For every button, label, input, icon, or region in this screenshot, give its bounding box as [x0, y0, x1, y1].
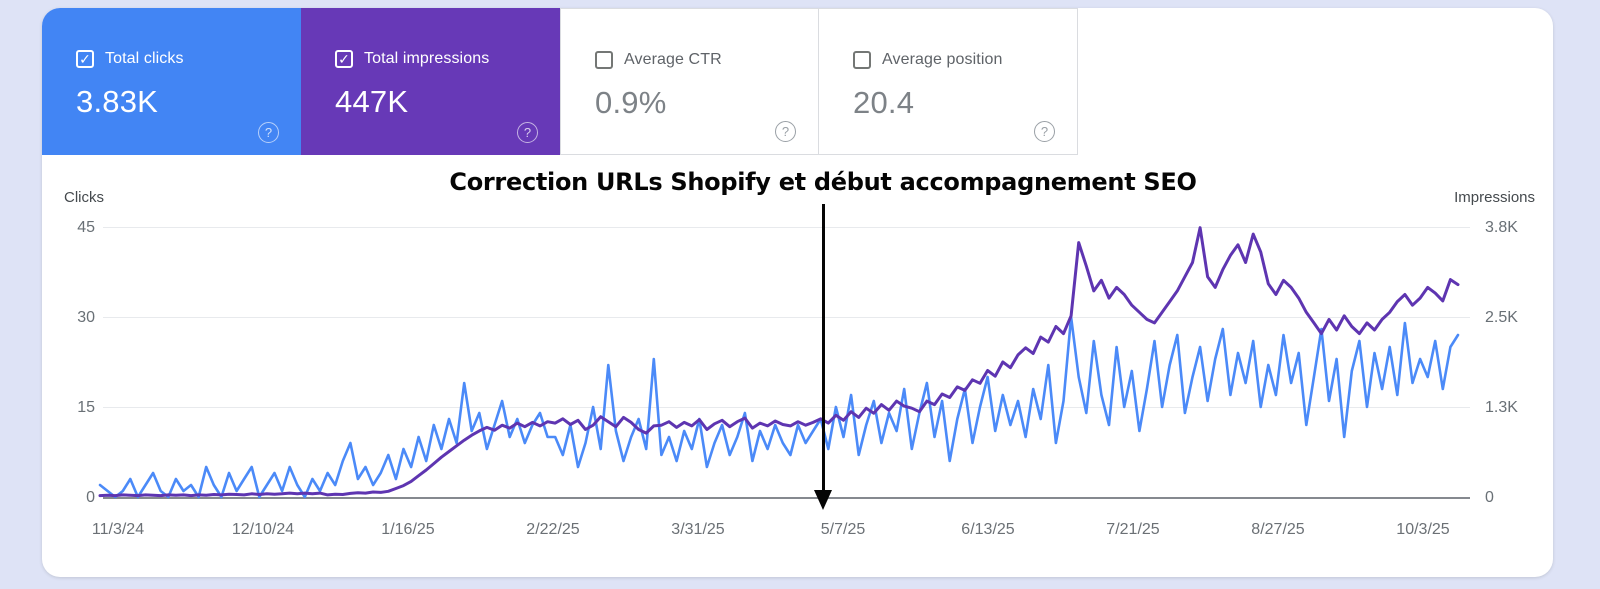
annotation-arrow	[822, 204, 825, 492]
help-icon[interactable]: ?	[258, 122, 279, 143]
x-tick-label: 3/31/25	[671, 521, 725, 538]
right-axis-title: Impressions	[1454, 189, 1535, 206]
average-ctr-value: 0.9%	[595, 85, 667, 120]
average-position-value: 20.4	[853, 85, 915, 120]
average-ctr-label: Average CTR	[624, 51, 722, 68]
left-tick-15: 15	[77, 399, 95, 416]
right-tick-0: 0	[1485, 489, 1494, 506]
x-tick-label: 5/7/25	[820, 521, 866, 538]
total-clicks-card[interactable]: ✓ Total clicks 3.83K ?	[42, 8, 301, 155]
total-clicks-checkbox[interactable]: ✓	[76, 50, 94, 68]
clicks-line-series	[98, 315, 1460, 499]
performance-line-chart[interactable]	[98, 226, 1460, 499]
help-icon[interactable]: ?	[1034, 121, 1055, 142]
total-clicks-card-header: ✓ Total clicks	[76, 50, 184, 68]
average-position-label: Average position	[882, 51, 1003, 68]
x-tick-label: 7/21/25	[1106, 521, 1160, 538]
annotation-text: Correction URLs Shopify et début accompa…	[449, 168, 1197, 196]
total-clicks-value: 3.83K	[76, 84, 159, 119]
left-tick-45: 45	[77, 219, 95, 236]
right-tick-2-5k: 2.5K	[1485, 309, 1518, 326]
x-tick-label: 12/10/24	[231, 521, 295, 538]
total-impressions-label: Total impressions	[364, 50, 490, 67]
right-tick-3-8k: 3.8K	[1485, 219, 1518, 236]
average-ctr-checkbox[interactable]	[595, 51, 613, 69]
right-tick-1-3k: 1.3K	[1485, 399, 1518, 416]
total-impressions-card[interactable]: ✓ Total impressions 447K ?	[301, 8, 560, 155]
x-tick-label: 11/3/24	[91, 521, 145, 538]
x-axis-baseline	[103, 497, 1470, 499]
total-impressions-value: 447K	[335, 84, 409, 119]
help-icon[interactable]: ?	[517, 122, 538, 143]
metric-cards-row: ✓ Total clicks 3.83K ? ✓ Total impressio…	[42, 8, 1078, 155]
checkmark-icon: ✓	[79, 51, 91, 67]
x-tick-label: 8/27/25	[1251, 521, 1305, 538]
x-tick-label: 10/3/25	[1396, 521, 1450, 538]
total-impressions-card-header: ✓ Total impressions	[335, 50, 489, 68]
total-impressions-checkbox[interactable]: ✓	[335, 50, 353, 68]
average-position-card[interactable]: Average position 20.4 ?	[819, 8, 1078, 155]
x-tick-label: 6/13/25	[961, 521, 1015, 538]
x-tick-label: 1/16/25	[381, 521, 435, 538]
x-tick-label: 2/22/25	[526, 521, 580, 538]
impressions-line-series	[98, 226, 1460, 498]
total-clicks-label: Total clicks	[105, 50, 184, 67]
average-position-card-header: Average position	[853, 51, 1003, 69]
annotation-arrow-head-icon	[814, 490, 832, 510]
average-position-checkbox[interactable]	[853, 51, 871, 69]
average-ctr-card[interactable]: Average CTR 0.9% ?	[560, 8, 819, 155]
performance-panel: ✓ Total clicks 3.83K ? ✓ Total impressio…	[42, 8, 1553, 577]
checkmark-icon: ✓	[338, 51, 350, 67]
left-axis-title: Clicks	[64, 189, 104, 206]
gridline-15	[103, 407, 1470, 408]
gridline-30	[103, 317, 1470, 318]
left-tick-0: 0	[86, 489, 95, 506]
average-ctr-card-header: Average CTR	[595, 51, 722, 69]
gridline-45	[103, 227, 1470, 228]
help-icon[interactable]: ?	[775, 121, 796, 142]
left-tick-30: 30	[77, 309, 95, 326]
